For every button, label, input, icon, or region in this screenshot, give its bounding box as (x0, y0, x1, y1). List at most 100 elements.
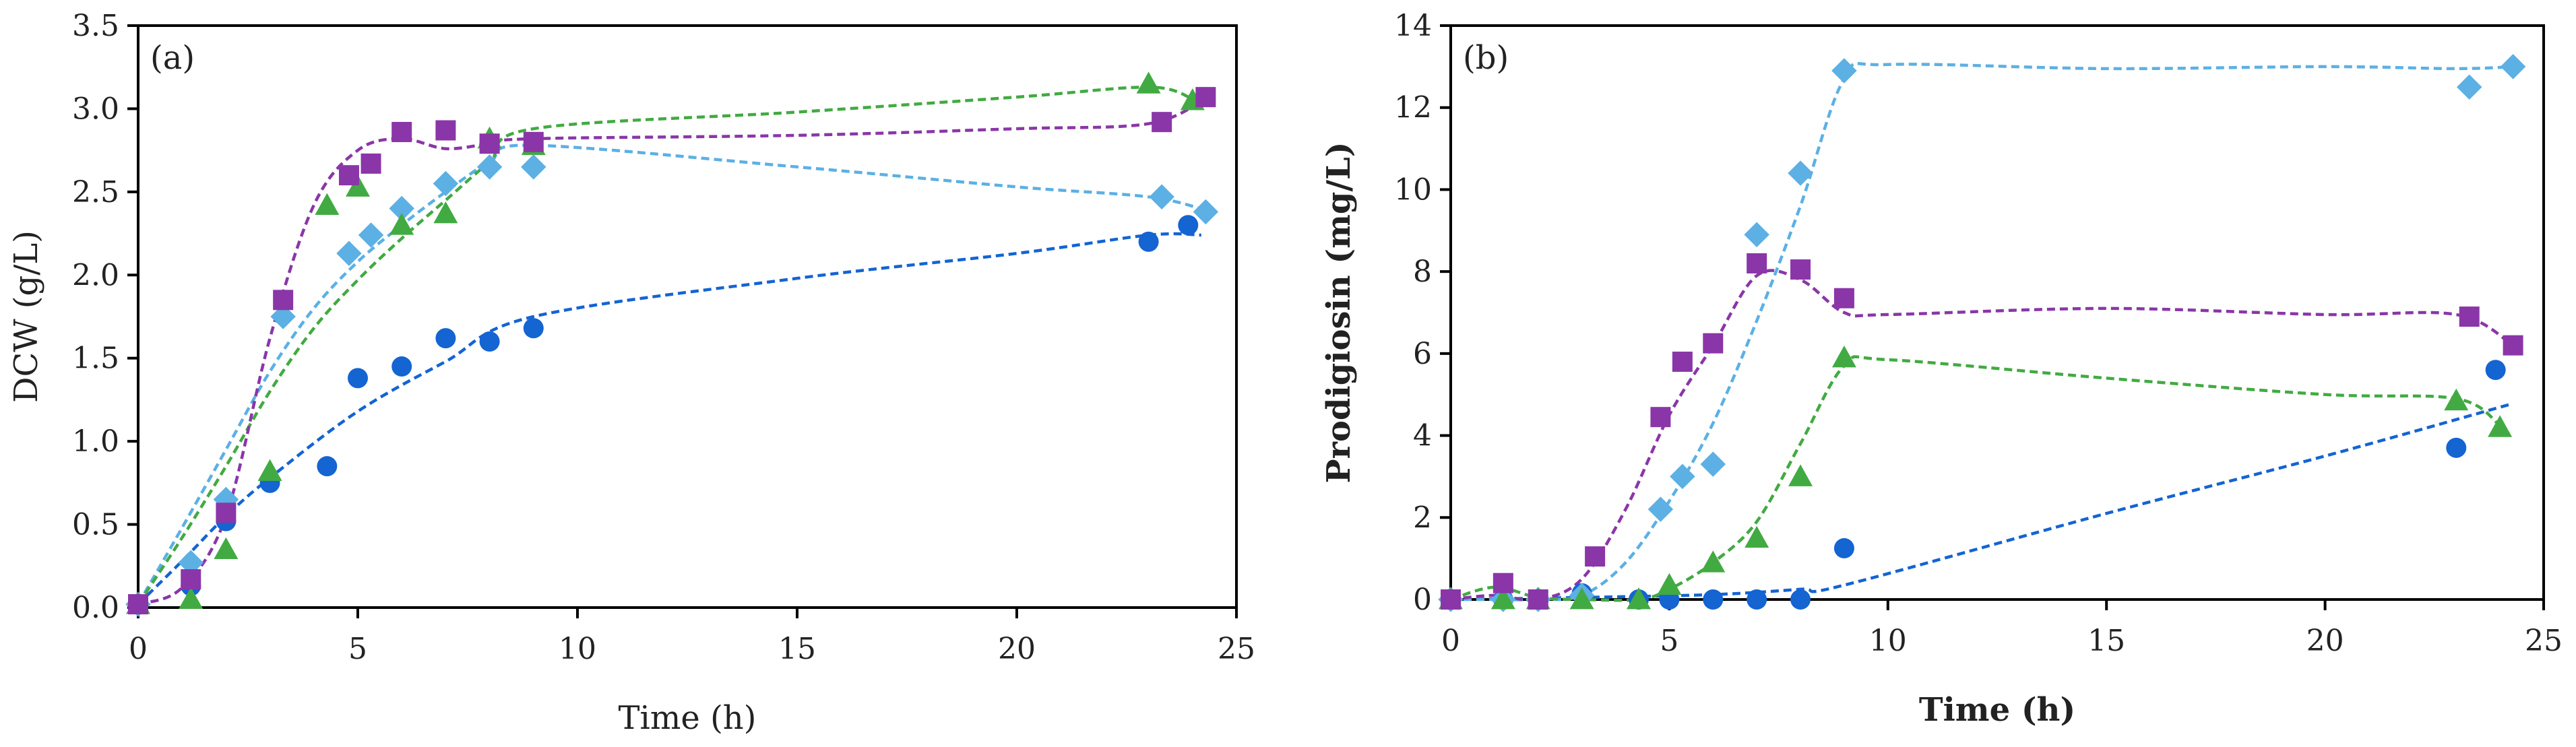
data-point-green-b (1569, 587, 1594, 610)
data-point-blue-b (1703, 589, 1724, 610)
data-point-blue-a (317, 456, 338, 477)
data-point-blue-b (2485, 360, 2506, 381)
data-point-blue-a (1178, 215, 1199, 236)
x-tick-label-a: 15 (778, 632, 816, 666)
data-point-green-b (2444, 388, 2469, 411)
data-point-green-a (389, 213, 414, 235)
x-tick-label-b: 5 (1660, 624, 1678, 658)
y-tick-label-b: 8 (1413, 255, 1432, 289)
y-tick-label-b: 10 (1394, 172, 1432, 207)
fit-line-purple-b (1450, 269, 2514, 602)
data-point-green-b (1745, 525, 1769, 548)
fit-line-blue-a (137, 232, 1201, 606)
data-point-lightblue-b (2500, 54, 2526, 79)
data-point-green-a (257, 459, 282, 481)
data-point-green-b (1788, 464, 1813, 486)
y-tick-label-b: 12 (1394, 91, 1432, 125)
data-point-green-b (1490, 587, 1515, 610)
x-axis-label-b: Time (h) (1919, 691, 2075, 729)
y-tick-label-a: 1.0 (72, 424, 119, 459)
x-tick-label-b: 20 (2306, 624, 2344, 658)
data-point-blue-a (523, 318, 544, 339)
data-point-lightblue-b (1647, 496, 1674, 522)
data-point-lightblue-a (1149, 184, 1174, 210)
fit-line-lightblue-b (1451, 61, 2513, 602)
data-point-green-b (2488, 415, 2513, 437)
x-tick-label-a: 25 (1218, 632, 1255, 666)
data-point-lightblue-a (358, 222, 384, 248)
data-point-lightblue-a (521, 154, 546, 180)
data-point-purple-a (181, 569, 201, 590)
data-point-purple-a (391, 121, 412, 142)
data-point-lightblue-b (1700, 451, 1726, 477)
data-point-purple-a (1195, 87, 1216, 108)
y-tick-label-b: 6 (1413, 337, 1432, 371)
y-tick-label-a: 3.5 (72, 9, 119, 43)
data-point-purple-b (1790, 259, 1811, 280)
y-tick-label-b: 4 (1413, 419, 1432, 453)
y-tick-label-a: 2.0 (72, 258, 119, 292)
data-point-green-b (1626, 587, 1651, 610)
data-point-purple-a (523, 131, 544, 152)
data-point-purple-b (1441, 589, 1461, 610)
data-point-green-a (346, 174, 370, 197)
data-point-purple-b (1833, 288, 1854, 308)
data-point-purple-b (1585, 546, 1606, 567)
x-axis-label-a: Time (h) (619, 699, 757, 737)
data-point-blue-a (1138, 231, 1159, 252)
data-point-purple-a (435, 120, 456, 141)
data-point-blue-b (1833, 538, 1854, 558)
data-point-lightblue-a (433, 170, 459, 197)
plot-frame-b (1449, 24, 2545, 601)
x-tick-label-b: 25 (2525, 624, 2563, 658)
data-point-purple-a (273, 290, 294, 311)
data-point-purple-b (1747, 253, 1767, 273)
data-point-purple-a (1152, 112, 1172, 133)
data-point-green-a (315, 193, 340, 216)
x-tick-label-a: 0 (129, 632, 148, 666)
data-point-lightblue-b (1670, 463, 1695, 490)
fit-line-green-b (1450, 355, 2501, 602)
y-axis-label-b: Prodigiosin (mg/L) (1320, 142, 1358, 484)
y-tick-label-a: 3.0 (72, 92, 119, 126)
panel-label-a: (a) (150, 39, 195, 77)
data-point-blue-b (2446, 437, 2467, 458)
x-tick-label-b: 0 (1441, 624, 1460, 658)
data-point-purple-b (1672, 352, 1693, 372)
data-point-green-a (1136, 71, 1161, 94)
data-point-green-a (433, 201, 458, 224)
data-point-purple-b (1650, 407, 1671, 428)
data-point-blue-b (1790, 589, 1811, 610)
y-tick-label-b: 14 (1394, 9, 1432, 43)
data-point-blue-a (391, 356, 412, 377)
data-point-lightblue-a (1193, 199, 1219, 225)
data-point-lightblue-b (1831, 58, 1857, 84)
data-point-green-a (179, 587, 203, 610)
plot-frame-a (137, 24, 1238, 609)
y-tick-label-a: 0.0 (72, 591, 119, 625)
data-point-purple-a (128, 594, 148, 615)
fit-line-blue-b (1450, 403, 2509, 602)
y-tick-label-a: 0.5 (72, 508, 119, 542)
data-point-lightblue-a (389, 195, 414, 222)
data-point-lightblue-b (1744, 222, 1769, 248)
data-point-green-b (1701, 550, 1726, 573)
fit-line-green-a (137, 86, 1193, 606)
y-tick-label-b: 2 (1413, 500, 1432, 535)
x-tick-label-b: 15 (2087, 624, 2125, 658)
data-point-green-b (1831, 345, 1856, 368)
data-point-purple-b (1528, 589, 1548, 610)
panel-label-b: (b) (1463, 39, 1509, 77)
data-point-purple-b (1493, 573, 1513, 593)
chart-panel-a: 0 5 10 15 20 25 0.0 0.5 1.0 1.5 2.0 2.5 3.0 3.5 Time (… (7, 9, 1255, 737)
data-point-purple-b (2459, 306, 2480, 327)
data-point-blue-a (348, 368, 368, 389)
data-point-lightblue-a (270, 304, 296, 329)
data-point-blue-b (1747, 589, 1767, 610)
data-point-purple-b (2503, 335, 2523, 356)
data-point-lightblue-a (336, 240, 362, 266)
data-point-purple-a (216, 502, 237, 523)
data-point-lightblue-b (2456, 74, 2482, 100)
data-point-green-a (214, 537, 239, 559)
